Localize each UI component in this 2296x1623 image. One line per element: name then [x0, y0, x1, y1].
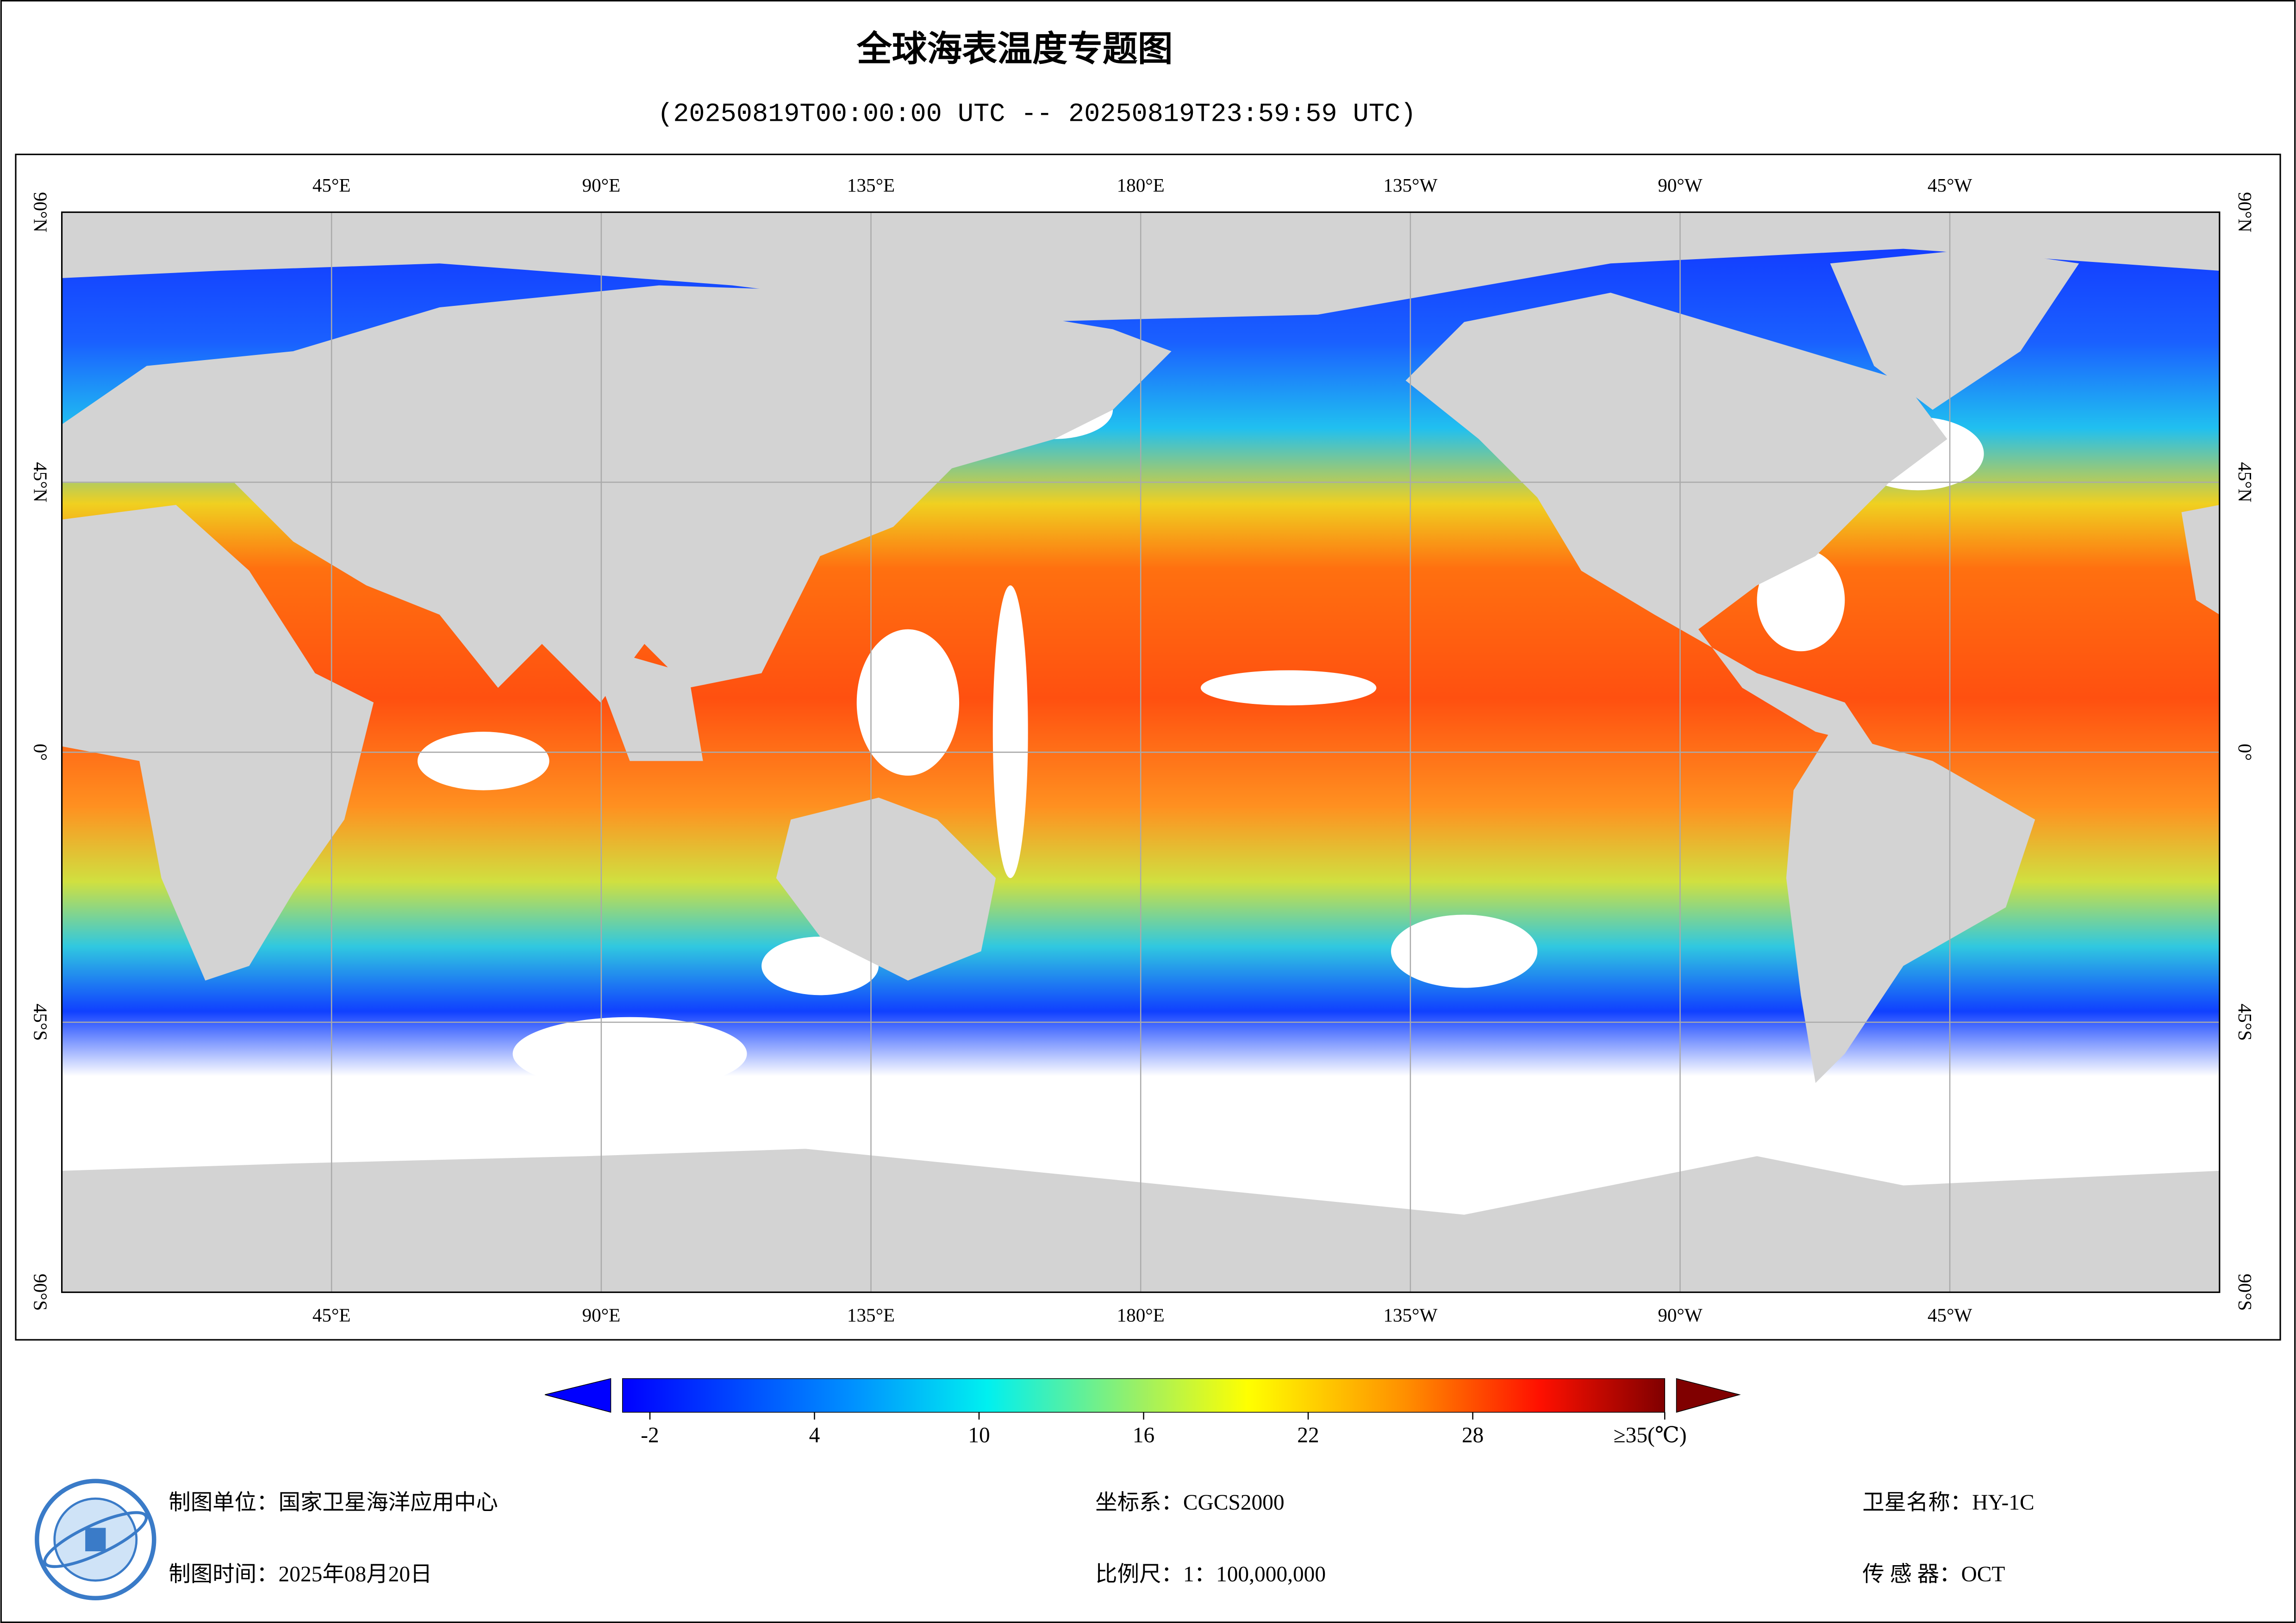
- lat-label-left: 45°N: [30, 462, 51, 502]
- footer-item: 比例尺：1：100,000,000: [1095, 1562, 1326, 1586]
- lon-label-top: 45°W: [1928, 174, 1972, 196]
- footer-label: 比例尺：: [1095, 1562, 1183, 1586]
- footer-value: OCT: [1961, 1562, 2005, 1586]
- colorbar-label: ≥35(℃): [1614, 1423, 1687, 1447]
- footer-value: HY-1C: [1972, 1491, 2034, 1515]
- colorbar: [622, 1378, 1666, 1413]
- lon-label-top: 90°W: [1658, 174, 1703, 196]
- lon-label-bottom: 45°W: [1928, 1305, 1972, 1326]
- footer-value: CGCS2000: [1183, 1491, 1285, 1515]
- footer-label: 卫星名称：: [1862, 1491, 1972, 1515]
- title: 全球海表温度专题图: [856, 29, 1173, 69]
- footer-item: 坐标系：CGCS2000: [1095, 1491, 1284, 1515]
- lat-label-left: 0°: [30, 744, 51, 761]
- colorbar-label: 16: [1133, 1423, 1154, 1447]
- lat-label-left: 45°S: [30, 1004, 51, 1041]
- lat-label-right: 45°S: [2234, 1004, 2256, 1041]
- lon-label-top: 135°W: [1383, 174, 1437, 196]
- lat-label-left: 90°S: [30, 1274, 51, 1311]
- footer-item: 制图单位：国家卫星海洋应用中心: [168, 1491, 498, 1515]
- colorbar-high-arrow: [1676, 1378, 1741, 1413]
- lon-label-bottom: 90°W: [1658, 1305, 1703, 1326]
- lon-label-bottom: 45°E: [312, 1305, 351, 1326]
- lat-label-right: 90°S: [2234, 1274, 2256, 1311]
- colorbar-label: 28: [1462, 1423, 1484, 1447]
- lon-label-top: 90°E: [582, 174, 621, 196]
- colorbar-label: 4: [809, 1423, 820, 1447]
- lon-label-top: 135°E: [847, 174, 895, 196]
- footer-item: 制图时间：2025年08月20日: [168, 1562, 432, 1586]
- colorbar-label: -2: [641, 1423, 659, 1447]
- footer-value: 1：100,000,000: [1183, 1562, 1326, 1586]
- map-border: [61, 211, 2221, 1293]
- logo: [35, 1479, 156, 1600]
- footer-item: 卫星名称：HY-1C: [1862, 1491, 2034, 1515]
- lat-label-left: 90°N: [30, 192, 51, 232]
- lat-label-right: 0°: [2234, 744, 2256, 761]
- footer-label: 传 感 器：: [1862, 1562, 1961, 1586]
- footer-label: 制图时间：: [168, 1562, 278, 1586]
- map-body: [61, 211, 2221, 1293]
- footer-label: 制图单位：: [168, 1491, 278, 1515]
- footer-value: 2025年08月20日: [279, 1562, 432, 1586]
- colorbar-low-arrow: [544, 1378, 611, 1413]
- colorbar-label: 10: [968, 1423, 990, 1447]
- colorbar-label: 22: [1297, 1423, 1319, 1447]
- lat-label-right: 90°N: [2234, 192, 2256, 232]
- lon-label-bottom: 135°E: [847, 1305, 895, 1326]
- subtitle: (20250819T00:00:00 UTC -- 20250819T23:59…: [657, 100, 1416, 130]
- lon-label-top: 45°E: [312, 174, 351, 196]
- lon-label-bottom: 180°E: [1117, 1305, 1165, 1326]
- lon-label-top: 180°E: [1117, 174, 1165, 196]
- footer-item: 传 感 器：OCT: [1862, 1562, 2005, 1586]
- footer-label: 坐标系：: [1095, 1491, 1183, 1515]
- lon-label-bottom: 90°E: [582, 1305, 621, 1326]
- footer-value: 国家卫星海洋应用中心: [279, 1491, 498, 1515]
- map-frame: [15, 154, 2281, 1341]
- lat-label-right: 45°N: [2234, 462, 2256, 502]
- lon-label-bottom: 135°W: [1383, 1305, 1437, 1326]
